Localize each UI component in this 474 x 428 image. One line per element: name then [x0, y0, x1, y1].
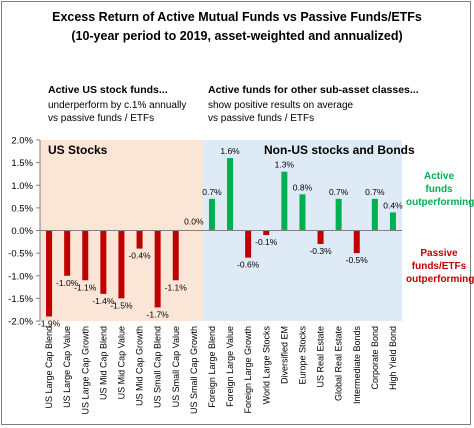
- y-tick-label: 0.0%: [11, 226, 33, 237]
- x-category-label: Global Real Estate: [334, 326, 344, 401]
- bar-value-label: 0.7%: [329, 187, 349, 197]
- x-category-label: Intermediate Bonds: [352, 326, 362, 405]
- passive-outperforming-label: Passive funds/ETFs outperforming: [406, 247, 474, 286]
- bar-value-label: -1.9%: [38, 318, 61, 328]
- x-category-label: US Large Cap Growth: [80, 326, 90, 415]
- bar-value-label: 1.3%: [275, 160, 295, 170]
- bar-value-label: 1.6%: [220, 146, 240, 156]
- bar: [371, 198, 378, 231]
- right-note-heading: Active funds for other sub-asset classes…: [208, 84, 419, 96]
- bar: [136, 230, 143, 249]
- y-tick-label: -1.0%: [8, 271, 33, 282]
- right-note-line-1: show positive results on average: [208, 100, 354, 111]
- bar: [208, 198, 215, 231]
- x-category-label: Foreign Large Growth: [243, 326, 253, 414]
- bar: [281, 171, 288, 231]
- x-category-label: US Real Estate: [316, 326, 326, 388]
- x-category-label: Foreign Large Value: [225, 326, 235, 407]
- bar-value-label: -1.1%: [165, 282, 188, 292]
- right-note-line-2: vs passive funds / ETFs: [208, 113, 315, 124]
- bar: [245, 230, 252, 258]
- bar: [118, 230, 125, 299]
- y-tick-label: 1.5%: [11, 158, 33, 169]
- x-category-label: US Mid Cap Value: [116, 326, 126, 399]
- left-note-line-1: underperform by c.1% annually: [48, 100, 187, 111]
- y-tick-label: 0.5%: [11, 203, 33, 214]
- bar: [299, 194, 306, 231]
- x-category-label: High Yield Bond: [388, 326, 398, 390]
- bar: [263, 230, 270, 236]
- bar-value-label: -0.1%: [255, 237, 278, 247]
- active-label-line-3: outperforming: [406, 197, 474, 208]
- passive-label-line-2: funds/ETFs: [411, 261, 467, 272]
- bar-value-label: -1.4%: [92, 296, 115, 306]
- y-tick-label: -2.0%: [8, 317, 33, 328]
- bar-value-label: -1.7%: [147, 309, 170, 319]
- bar: [317, 230, 324, 245]
- y-tick-label: 1.0%: [11, 181, 33, 192]
- active-label-line-2: funds: [425, 184, 453, 195]
- bar: [353, 230, 360, 254]
- bar-value-label: 0.7%: [365, 187, 385, 197]
- left-note-line-2: vs passive funds / ETFs: [48, 113, 155, 124]
- x-category-label: Foreign Large Blend: [207, 326, 217, 408]
- active-outperforming-label: Active funds outperforming: [406, 170, 474, 209]
- bar-value-label: -1.0%: [56, 278, 79, 288]
- x-category-label: US Small Cap Growth: [189, 326, 199, 414]
- bar-value-label: 0.7%: [202, 187, 222, 197]
- y-tick-label: 2.0%: [11, 136, 33, 147]
- x-category-label: US Large Cap Blend: [44, 326, 54, 409]
- bar: [172, 230, 179, 281]
- passive-label-line-3: outperforming: [406, 274, 474, 285]
- y-tick-label: -0.5%: [8, 249, 33, 260]
- bar-value-label: -0.4%: [128, 251, 151, 261]
- x-category-label: Corporate Bond: [370, 326, 380, 390]
- bar-value-label: -0.6%: [237, 260, 260, 270]
- bar-value-label: 0.8%: [293, 182, 313, 192]
- bar: [154, 230, 161, 308]
- chart-title-line-1: Excess Return of Active Mutual Funds vs …: [52, 10, 422, 24]
- x-category-label: US Mid Cap Blend: [98, 326, 108, 400]
- active-label-line-1: Active: [423, 171, 454, 182]
- bar-value-label: 0.0%: [184, 217, 204, 227]
- bar: [227, 158, 234, 231]
- bar-value-label: -1.5%: [110, 300, 133, 310]
- x-category-label: Diversified EM: [279, 326, 289, 384]
- bar: [389, 212, 396, 231]
- x-category-label: US Large Cap Value: [62, 326, 72, 408]
- us-stocks-region-label: US Stocks: [48, 143, 108, 157]
- passive-label-line-1: Passive: [420, 248, 458, 259]
- bar: [335, 198, 342, 231]
- bar: [100, 230, 107, 294]
- bar-value-label: -0.3%: [309, 246, 332, 256]
- bar: [82, 230, 89, 281]
- chart-title-line-2: (10-year period to 2019, asset-weighted …: [71, 29, 403, 43]
- bar-value-label: -1.1%: [74, 282, 97, 292]
- bar-value-label: -0.5%: [346, 255, 369, 265]
- bar-value-label: 0.4%: [383, 200, 403, 210]
- non-us-region-label: Non-US stocks and Bonds: [264, 143, 415, 157]
- bar: [64, 230, 71, 276]
- x-category-label: Europe Stocks: [297, 326, 307, 385]
- y-tick-label: -1.5%: [8, 294, 33, 305]
- bar: [46, 230, 53, 317]
- x-category-label: US Mid Cap Growth: [135, 326, 145, 406]
- left-note-heading: Active US stock funds...: [48, 84, 168, 96]
- x-category-label: World Large Stocks: [261, 326, 271, 405]
- x-category-label: US Small Cap Blend: [153, 326, 163, 408]
- x-category-label: US Small Cap Value: [171, 326, 181, 407]
